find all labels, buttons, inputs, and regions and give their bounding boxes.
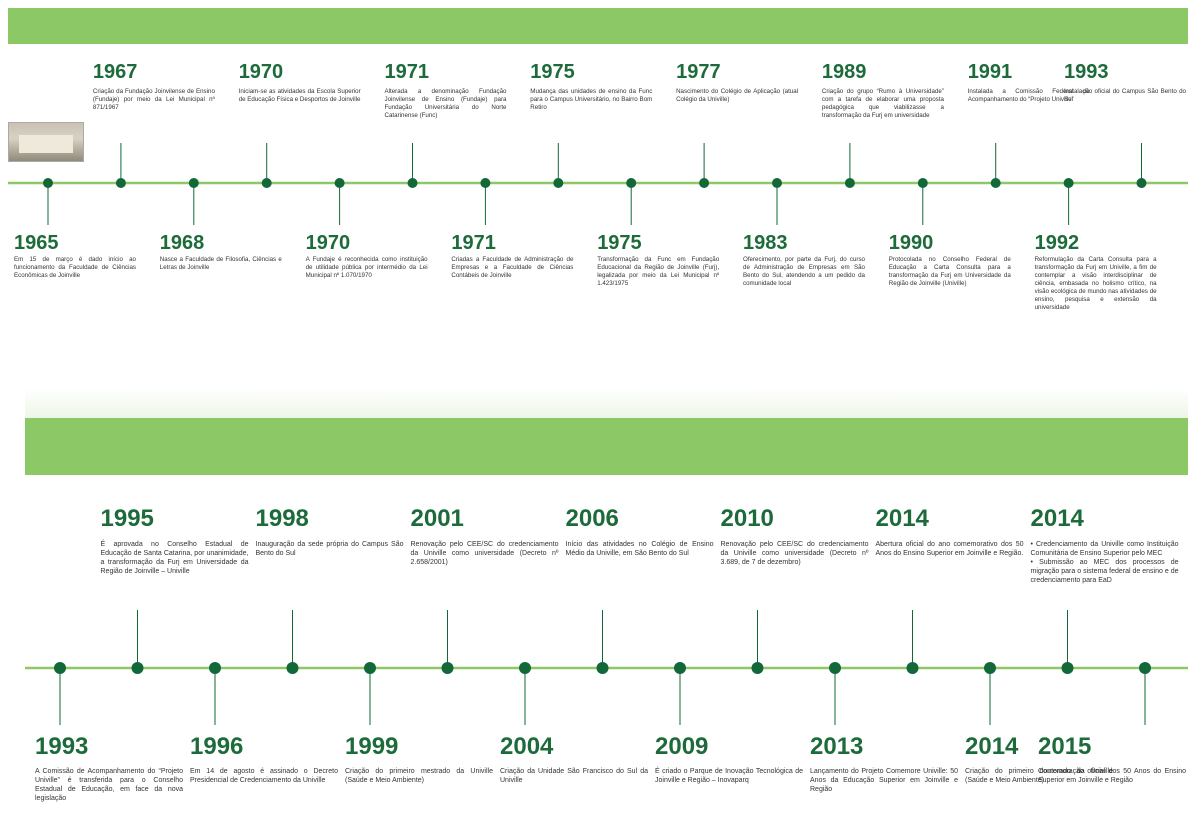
event-text: Criadas a Faculdade de Administração de … (451, 256, 573, 280)
event-year: 1970 (306, 233, 351, 253)
event-year: 2006 (566, 507, 619, 531)
timeline-dot (519, 662, 531, 674)
event-text: A Comissão de Acompanhamento do “Projeto… (35, 767, 183, 803)
event-year: 1999 (345, 735, 398, 759)
event-text: Protocolada no Conselho Federal de Educa… (889, 256, 1011, 288)
event-text: A Fundaje é reconhecida como instituição… (306, 256, 428, 280)
event-year: 1967 (93, 62, 138, 82)
timeline-dot (116, 178, 126, 188)
event-item: Submissão ao MEC dos processos de migraç… (1031, 558, 1179, 585)
timeline-dot (364, 662, 376, 674)
event-text: Instalação oficial do Campus São Bento d… (1064, 88, 1186, 104)
timeline-dot (209, 662, 221, 674)
event-year: 2014 (1031, 507, 1084, 531)
timeline-dot (907, 662, 919, 674)
timeline-dot (1062, 662, 1074, 674)
event-text: Em 15 de março é dado início ao funciona… (14, 256, 136, 280)
event-year: 1995 (101, 507, 154, 531)
event-text: Alterada a denominação Fundação Joinvile… (385, 88, 507, 120)
event-year: 1970 (239, 62, 284, 82)
timeline-dot (674, 662, 686, 674)
event-text: Criação do grupo “Rumo à Universidade” c… (822, 88, 944, 120)
timeline-dot (991, 178, 1001, 188)
timeline-dot (1064, 178, 1074, 188)
event-text: Comemoração oficial dos 50 Anos do Ensin… (1038, 767, 1186, 785)
event-text: Mudança das unidades de ensino da Func p… (530, 88, 652, 112)
event-year: 1991 (968, 62, 1013, 82)
event-text: Em 14 de agosto é assinado o Decreto Pre… (190, 767, 338, 785)
timeline-dot (262, 178, 272, 188)
event-text: Transformação da Func em Fundação Educac… (597, 256, 719, 288)
event-item: Credenciamento da Univille como Institui… (1031, 540, 1179, 558)
event-year: 1989 (822, 62, 867, 82)
event-year: 1983 (743, 233, 788, 253)
timeline-dot (752, 662, 764, 674)
timeline-dot (189, 178, 199, 188)
timeline-dot (54, 662, 66, 674)
event-year: 1993 (35, 735, 88, 759)
event-text: Início das atividades no Colégio de Ensi… (566, 540, 714, 558)
timeline-dot (829, 662, 841, 674)
timeline-dot (408, 178, 418, 188)
event-text: Nasce a Faculdade de Filosofia, Ciências… (160, 256, 282, 272)
event-text: É aprovada no Conselho Estadual de Educa… (101, 540, 249, 576)
event-text: Iniciam-se as atividades da Escola Super… (239, 88, 361, 104)
event-text: Renovação pelo CEE/SC do credenciamento … (721, 540, 869, 567)
event-text: Reformulação da Carta Consulta para a tr… (1035, 256, 1157, 312)
timeline-dot (287, 662, 299, 674)
timeline-dot (772, 178, 782, 188)
event-year: 1968 (160, 233, 205, 253)
event-text: É criado o Parque de Inovação Tecnológic… (655, 767, 803, 785)
event-text: Credenciamento da Univille como Institui… (1031, 540, 1179, 585)
event-year: 1977 (676, 62, 721, 82)
timeline-dot (442, 662, 454, 674)
event-year: 2014 (965, 735, 1018, 759)
event-year: 1996 (190, 735, 243, 759)
event-list: Credenciamento da Univille como Institui… (1031, 540, 1179, 585)
event-year: 1992 (1035, 233, 1080, 253)
event-year: 1993 (1064, 62, 1109, 82)
timeline-dot (699, 178, 709, 188)
timeline-dot (480, 178, 490, 188)
event-text: Lançamento do Projeto Comemore Univille:… (810, 767, 958, 794)
timeline-dot (597, 662, 609, 674)
event-year: 1965 (14, 233, 59, 253)
event-text: Criação da Unidade São Francisco do Sul … (500, 767, 648, 785)
timeline-dot (918, 178, 928, 188)
timeline-dot (845, 178, 855, 188)
event-year: 2001 (411, 507, 464, 531)
timeline-dot (335, 178, 345, 188)
event-year: 2013 (810, 735, 863, 759)
timeline-dot (132, 662, 144, 674)
event-year: 1998 (256, 507, 309, 531)
timeline-dot (1139, 662, 1151, 674)
timeline-dot (43, 178, 53, 188)
event-text: Inauguração da sede própria do Campus Sã… (256, 540, 404, 558)
timeline-dot (553, 178, 563, 188)
event-year: 2014 (876, 507, 929, 531)
event-text: Criação do primeiro mestrado da Univille… (345, 767, 493, 785)
event-text: Oferecimento, por parte da Furj, do curs… (743, 256, 865, 288)
timeline-lines (0, 0, 1188, 821)
page: (() => { const data = JSON.parse(documen… (0, 0, 1188, 821)
timeline-dot (626, 178, 636, 188)
timeline-dot (1137, 178, 1147, 188)
event-year: 2015 (1038, 735, 1091, 759)
event-year: 2010 (721, 507, 774, 531)
event-year: 1975 (530, 62, 575, 82)
event-text: Nascimento do Colégio de Aplicação (atua… (676, 88, 798, 104)
event-year: 1990 (889, 233, 934, 253)
event-text: Renovação pelo CEE/SC do credenciamento … (411, 540, 559, 567)
event-year: 2004 (500, 735, 553, 759)
event-text: Abertura oficial do ano comemorativo dos… (876, 540, 1024, 558)
event-year: 1971 (385, 62, 430, 82)
event-year: 1971 (451, 233, 496, 253)
event-year: 2009 (655, 735, 708, 759)
event-year: 1975 (597, 233, 642, 253)
event-text: Criação da Fundação Joinvilense de Ensin… (93, 88, 215, 112)
timeline-dot (984, 662, 996, 674)
